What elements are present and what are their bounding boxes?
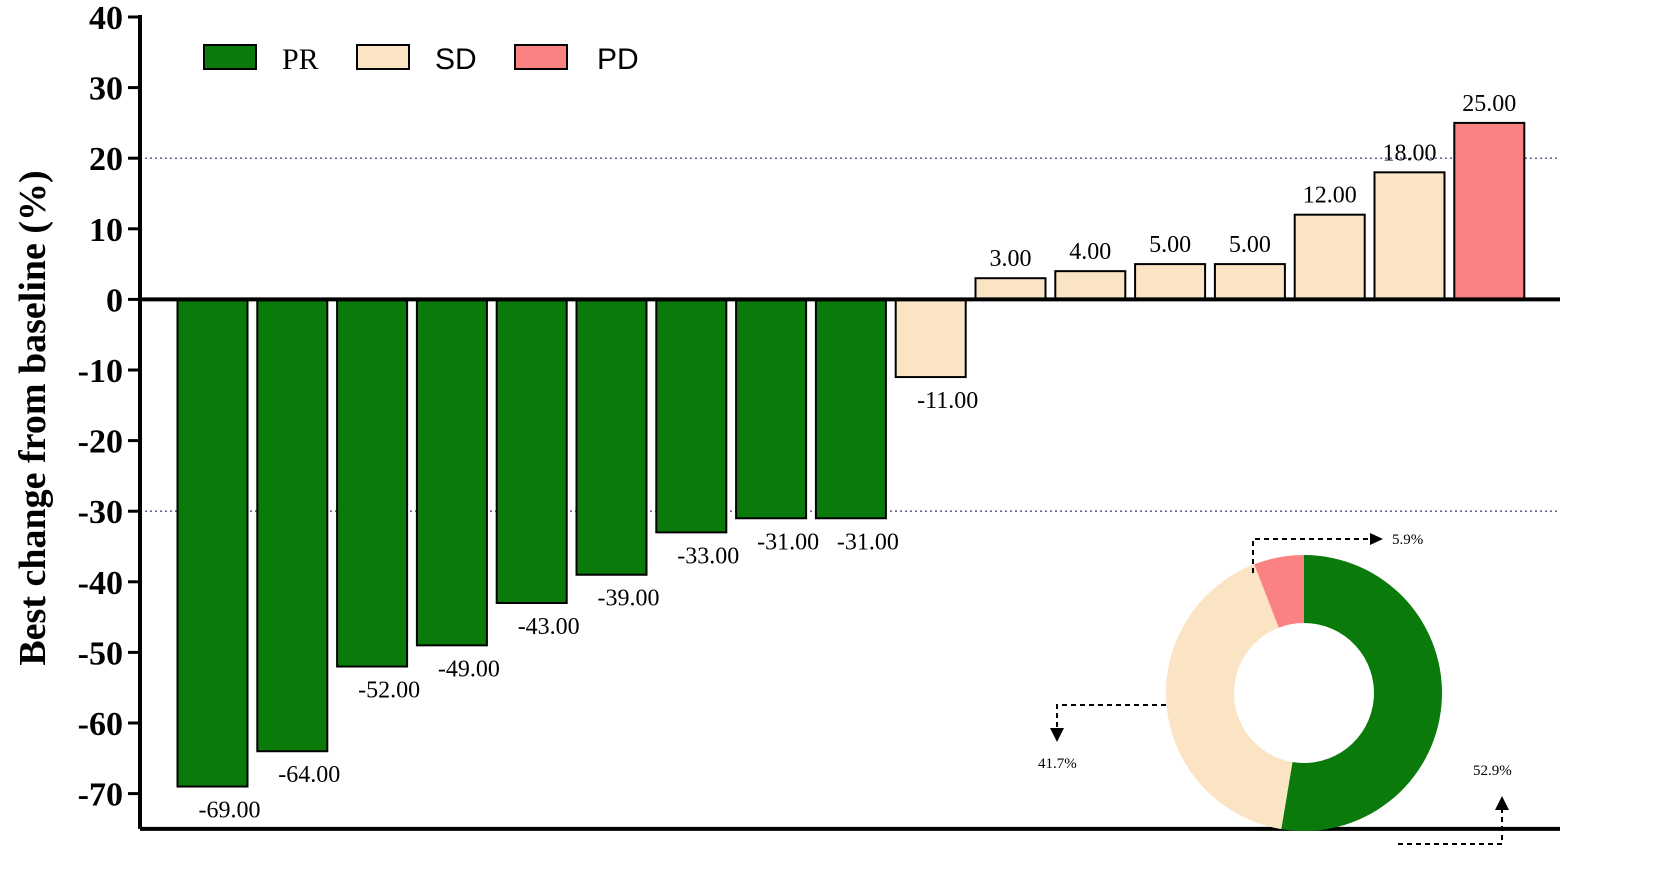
bar <box>336 298 409 668</box>
bar <box>894 298 967 379</box>
bar <box>415 298 488 647</box>
data-label: -43.00 <box>518 614 580 640</box>
y-tick-label: 20 <box>89 141 123 178</box>
sd-callout-line <box>1056 704 1166 730</box>
y-tick-label: -70 <box>78 777 123 814</box>
data-label: -31.00 <box>757 529 819 555</box>
y-tick-label: -30 <box>78 494 123 531</box>
data-labels: -69.00 -64.00 -52.00 -49.00 -43.00 -39.00 -33.… <box>199 91 1517 824</box>
legend-swatch-sd <box>356 44 410 70</box>
bar <box>1054 270 1127 301</box>
y-tick-label: 40 <box>89 0 123 37</box>
data-label: 3.00 <box>990 246 1032 272</box>
data-label: -31.00 <box>837 529 899 555</box>
pd-callout-arrow <box>1370 533 1383 545</box>
data-label: -33.00 <box>677 543 739 569</box>
donut-slice-sd <box>1166 564 1293 830</box>
legend-swatch-pr <box>203 44 257 70</box>
data-label: -49.00 <box>438 656 500 682</box>
bar <box>176 298 249 788</box>
y-tick-label: -10 <box>78 353 123 390</box>
bar <box>1134 263 1207 301</box>
data-label: -69.00 <box>199 798 261 824</box>
data-label: -11.00 <box>917 388 978 414</box>
donut-slice-pd <box>1254 555 1304 628</box>
y-tick-label: 0 <box>106 282 123 319</box>
pr-percent-label: 52.9% <box>1473 763 1512 779</box>
bar <box>495 298 568 604</box>
y-tick-label: -20 <box>78 424 123 461</box>
sd-percent-label: 41.7% <box>1038 756 1077 772</box>
data-label: 18.00 <box>1383 140 1437 166</box>
pr-callout-line <box>1398 808 1503 845</box>
sd-callout-arrow <box>1050 728 1064 742</box>
legend-label-pr: PR <box>282 43 319 76</box>
pd-percent-label: 5.9% <box>1392 532 1423 548</box>
legend: PR SD PD <box>203 43 639 76</box>
legend-label-pd: PD <box>597 43 639 76</box>
data-label: -52.00 <box>358 678 420 704</box>
bar <box>1213 263 1286 301</box>
y-ticks: 40 30 20 10 0 -10 -20 -30 -40 -50 -60 -70 <box>78 0 140 814</box>
y-tick-label: -40 <box>78 565 123 602</box>
y-tick-label: -60 <box>78 706 123 743</box>
data-label: -64.00 <box>278 762 340 788</box>
y-axis-label: Best change from baseline (%) <box>12 170 54 665</box>
data-label: 5.00 <box>1149 232 1191 258</box>
bar <box>655 298 728 534</box>
pr-callout-arrow <box>1495 796 1509 810</box>
bar <box>1453 121 1526 301</box>
bar <box>1293 213 1366 301</box>
data-label: 5.00 <box>1229 232 1271 258</box>
bar <box>974 277 1047 301</box>
bar <box>1373 171 1446 301</box>
legend-label-sd: SD <box>435 43 477 76</box>
data-label: 12.00 <box>1303 183 1357 209</box>
data-label: 25.00 <box>1462 91 1516 117</box>
inset-donut-chart: 5.9% 41.7% 52.9% <box>1038 532 1512 845</box>
bar <box>575 298 648 576</box>
y-tick-label: 10 <box>89 212 123 249</box>
pd-callout-line <box>1252 538 1370 573</box>
y-tick-label: 30 <box>89 71 123 108</box>
legend-swatch-pd <box>514 44 568 70</box>
data-label: -39.00 <box>598 586 660 612</box>
data-label: 4.00 <box>1069 239 1111 265</box>
bar <box>814 298 887 520</box>
donut-slice-pr <box>1281 555 1443 831</box>
bar <box>256 298 329 753</box>
y-tick-label: -50 <box>78 635 123 672</box>
bar <box>735 298 808 520</box>
bars <box>176 121 1526 788</box>
